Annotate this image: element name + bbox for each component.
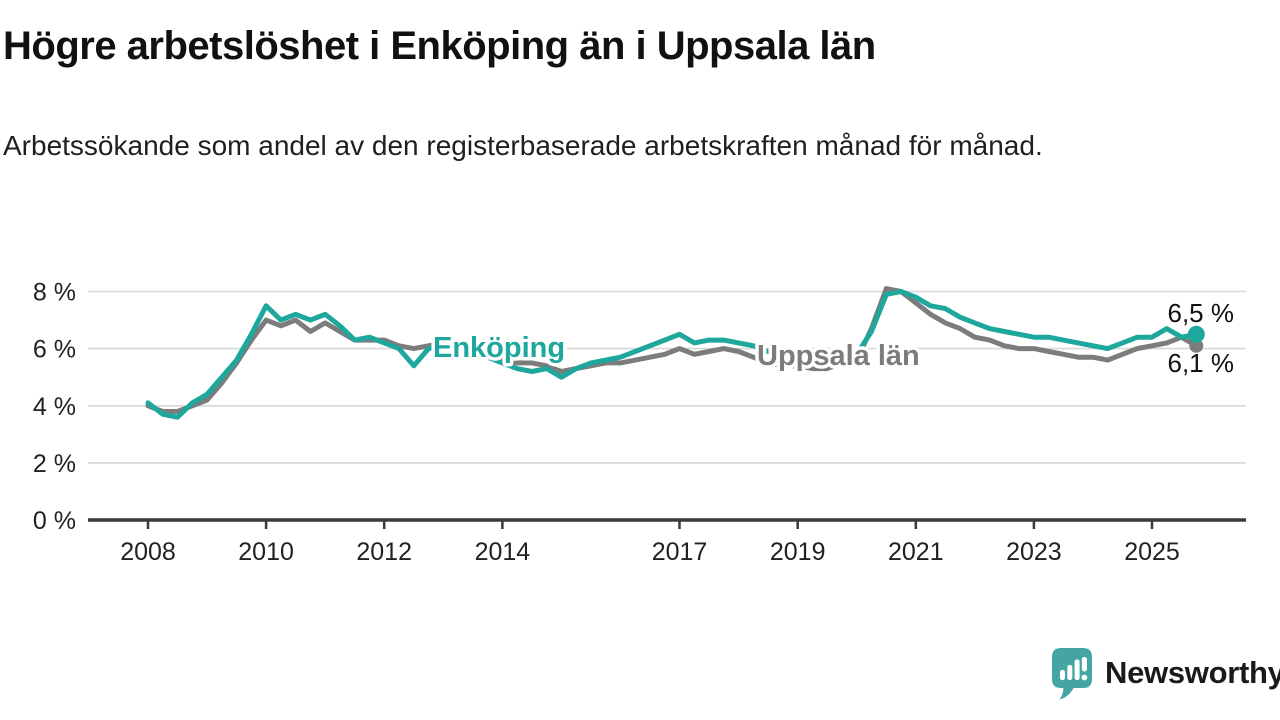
x-axis-tick-label: 2014 [475, 538, 531, 566]
series-line-uppsala-lan [145, 286, 1199, 414]
series-labels-group: Enköping Uppsala län 6,5 % 6,1 % [430, 298, 1235, 378]
newsworthy-wordmark: Newsworthy [1105, 655, 1280, 690]
series-line-enkoping [145, 289, 1199, 420]
y-axis-labels-group: 0 % 2 % 4 % 6 % 8 % [33, 279, 76, 536]
x-axis-tick-label: 2021 [888, 538, 944, 566]
series-end-value-enkoping: 6,5 % [1168, 298, 1235, 328]
y-axis-tick-label: 2 % [33, 450, 76, 478]
x-axis-tick-label: 2023 [1006, 538, 1062, 566]
gridlines-group [88, 290, 1246, 464]
logo-bar-chart-glyph [1060, 657, 1088, 681]
series-label-enkoping: Enköping [433, 332, 565, 364]
chart-title: Högre arbetslöshet i Enköping än i Uppsa… [3, 24, 876, 68]
x-axis-tick-label: 2017 [652, 538, 708, 566]
series-end-dot-enkoping [1187, 325, 1205, 343]
x-axis-tick-label: 2012 [356, 538, 412, 566]
series-lines-group [145, 286, 1199, 420]
newsworthy-brand: Newsworthy [1050, 646, 1280, 700]
x-axis-tick-label: 2010 [238, 538, 294, 566]
newsworthy-logo-icon [1052, 648, 1092, 700]
series-label-uppsala-lan: Uppsala län [757, 340, 920, 372]
y-axis-tick-label: 4 % [33, 393, 76, 421]
line-chart: 0 % 2 % 4 % 6 % 8 % 2008 2010 2012 2014 2017 2019… [33, 279, 1246, 566]
x-axis-tick-label: 2008 [120, 538, 176, 566]
x-axis-tick-label: 2019 [770, 538, 826, 566]
series-end-value-uppsala-lan: 6,1 % [1168, 348, 1235, 378]
y-axis-tick-label: 0 % [33, 507, 76, 535]
y-axis-tick-label: 6 % [33, 336, 76, 364]
chart-subtitle: Arbetssökande som andel av den registerb… [3, 130, 1043, 161]
x-axis-tick-label: 2025 [1124, 538, 1180, 566]
series-end-dot-uppsala-lan [1189, 338, 1204, 353]
x-axis-ticks-group: 2008 2010 2012 2014 2017 2019 2021 2023 2025 [120, 520, 1180, 566]
y-axis-tick-label: 8 % [33, 279, 76, 307]
